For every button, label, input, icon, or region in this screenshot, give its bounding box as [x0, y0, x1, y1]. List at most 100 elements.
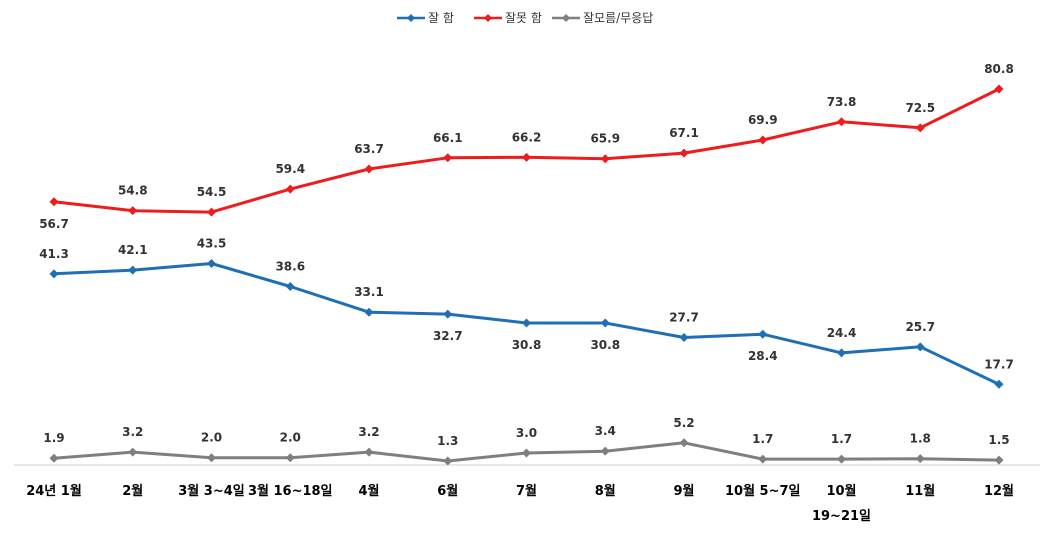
x-tick-label: 9월 — [673, 483, 694, 499]
x-tick-label: 7월 — [516, 483, 537, 499]
legend-label: 잘모름/무응답 — [583, 11, 653, 25]
data-point — [443, 153, 453, 163]
x-tick-label: 19~21일 — [812, 509, 871, 524]
legend-marker — [562, 14, 570, 22]
data-label: 65.9 — [590, 132, 620, 146]
data-point — [522, 152, 531, 162]
legend-item-0: 잘 함 — [397, 11, 454, 25]
x-tick-label: 24년 1월 — [26, 483, 82, 499]
data-point — [600, 446, 610, 456]
data-point — [285, 184, 295, 194]
data-label: 3.2 — [358, 425, 379, 439]
data-point — [49, 269, 59, 279]
data-label: 32.7 — [433, 329, 463, 343]
data-point — [128, 447, 138, 457]
data-label: 42.1 — [118, 243, 148, 257]
data-label: 24.4 — [827, 326, 857, 340]
data-label: 59.4 — [275, 162, 305, 176]
x-tick-label: 3월 16~18일 — [248, 483, 333, 499]
data-label: 38.6 — [275, 259, 305, 273]
data-label: 28.4 — [748, 349, 778, 363]
data-point — [837, 348, 846, 358]
legend-marker — [407, 14, 415, 22]
data-point — [285, 453, 295, 463]
data-point — [600, 318, 610, 328]
data-point — [837, 117, 846, 127]
data-point — [443, 456, 453, 466]
data-point — [522, 318, 531, 328]
data-label: 25.7 — [905, 320, 935, 334]
data-point — [364, 447, 374, 457]
legend: 잘 함 잘못 함 잘모름/무응답 — [397, 11, 653, 25]
x-tick-label: 10월 — [826, 483, 856, 499]
data-label: 1.7 — [831, 432, 852, 446]
data-point — [364, 164, 374, 174]
data-point — [600, 154, 610, 164]
data-label: 69.9 — [748, 113, 778, 127]
legend-item-1: 잘못 함 — [474, 11, 542, 25]
data-label: 54.5 — [197, 185, 227, 199]
legend-label: 잘못 함 — [505, 11, 542, 25]
data-label: 73.8 — [827, 95, 857, 109]
data-label: 1.5 — [988, 433, 1009, 447]
data-label: 3.0 — [516, 426, 537, 440]
x-tick-label: 10월 5~7일 — [725, 483, 801, 499]
data-label: 72.5 — [905, 101, 935, 115]
x-tick-label: 2월 — [122, 483, 143, 499]
data-labels: 41.3 42.1 43.5 38.6 33.1 32.7 30.8 30.8 27.7 28.4… — [39, 62, 1014, 448]
x-tick-label: 11월 — [905, 483, 935, 499]
data-point — [915, 454, 925, 464]
data-label: 67.1 — [669, 126, 699, 140]
data-label: 2.0 — [201, 431, 222, 445]
data-label: 56.7 — [39, 217, 69, 231]
data-label: 1.9 — [43, 431, 64, 445]
data-label: 2.0 — [280, 431, 301, 445]
x-axis-tick-labels: 24년 1월 2월 3월 3~4일 3월 16~18일 4월 6월 7월 8월 9월 10월 5~… — [26, 483, 1014, 524]
data-label: 63.7 — [354, 142, 384, 156]
data-point — [758, 454, 768, 464]
data-label: 1.7 — [752, 432, 773, 446]
data-point — [915, 123, 925, 133]
legend-item-2: 잘모름/무응답 — [552, 11, 653, 25]
x-tick-label: 3월 3~4일 — [178, 483, 244, 499]
data-label: 41.3 — [39, 247, 69, 261]
data-point — [128, 265, 138, 275]
data-label: 3.4 — [595, 424, 616, 438]
data-point — [679, 438, 689, 448]
data-label: 30.8 — [590, 338, 620, 352]
data-point — [285, 281, 295, 291]
data-point — [994, 379, 1004, 389]
data-label: 1.8 — [910, 432, 931, 446]
data-point — [679, 148, 689, 158]
data-label: 17.7 — [984, 357, 1014, 371]
data-label: 27.7 — [669, 310, 699, 324]
series-layer — [49, 84, 1004, 466]
data-point — [207, 453, 216, 463]
data-label: 3.2 — [122, 425, 143, 439]
data-point — [522, 448, 531, 458]
data-point — [758, 329, 768, 339]
data-point — [443, 309, 453, 319]
data-point — [49, 197, 59, 207]
x-tick-label: 12월 — [984, 483, 1014, 499]
data-label: 66.1 — [433, 131, 463, 145]
data-point — [679, 332, 689, 342]
x-tick-label: 6월 — [437, 483, 458, 499]
data-label: 1.3 — [437, 434, 458, 448]
data-point — [994, 84, 1004, 94]
data-label: 30.8 — [512, 338, 542, 352]
data-point — [364, 307, 374, 317]
data-label: 66.2 — [512, 130, 542, 144]
legend-label: 잘 함 — [428, 11, 454, 25]
data-point — [758, 135, 768, 145]
data-point — [994, 455, 1004, 465]
data-label: 5.2 — [673, 416, 694, 430]
data-label: 54.8 — [118, 184, 148, 198]
data-label: 80.8 — [984, 62, 1014, 76]
legend-marker — [484, 14, 492, 22]
data-point — [207, 259, 216, 269]
data-label: 43.5 — [197, 237, 227, 251]
data-point — [49, 453, 59, 463]
data-point — [207, 207, 216, 217]
